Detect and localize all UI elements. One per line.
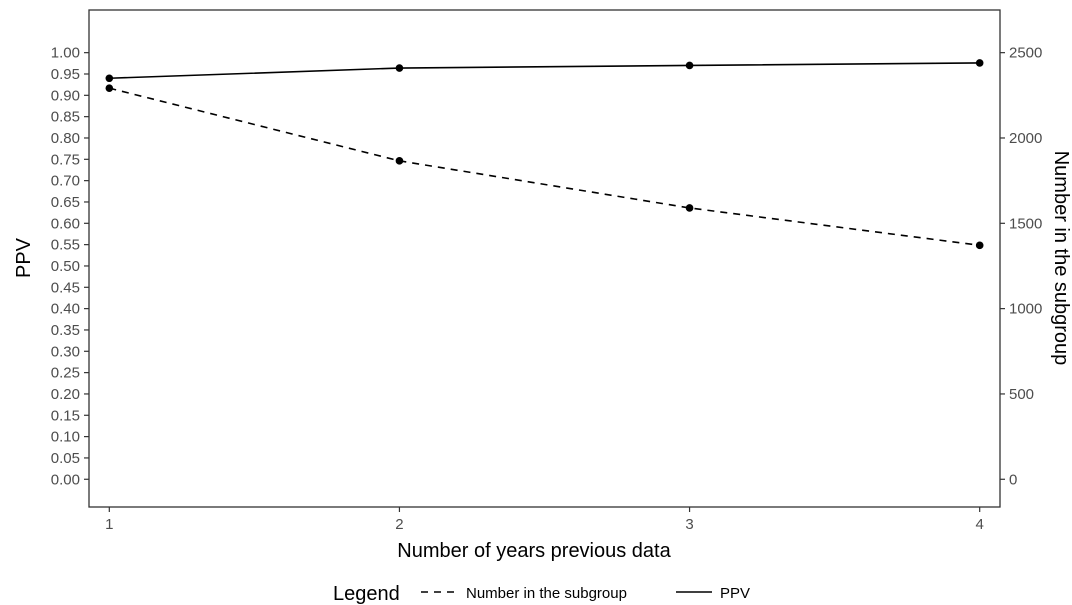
left-tick-label: 0.35 xyxy=(51,322,80,339)
left-tick-label: 0.75 xyxy=(51,151,80,168)
data-point-number-in-the-subgroup xyxy=(395,157,404,165)
data-point-ppv xyxy=(685,61,694,70)
series-line-number-in-the-subgroup xyxy=(109,87,980,247)
data-point-number-in-the-subgroup xyxy=(105,84,114,92)
left-tick-label: 0.85 xyxy=(51,109,80,126)
data-point-ppv xyxy=(105,74,114,83)
left-tick-label: 0.00 xyxy=(51,471,80,488)
left-tick-label: 0.90 xyxy=(51,87,80,104)
x-axis: 1 2 3 4 xyxy=(105,507,984,533)
right-tick-label: 2500 xyxy=(1009,45,1042,62)
left-tick-label: 0.40 xyxy=(51,301,80,318)
data-point-ppv xyxy=(975,59,984,67)
right-tick-label: 0 xyxy=(1009,471,1017,488)
plot-panel xyxy=(88,9,1001,508)
left-tick-label: 0.70 xyxy=(51,173,80,190)
left-tick-label: 0.55 xyxy=(51,237,80,254)
data-point-ppv xyxy=(395,64,404,72)
left-tick-label: 0.15 xyxy=(51,407,80,424)
legend-title: Legend xyxy=(333,583,400,605)
left-tick-label: 0.65 xyxy=(51,194,80,211)
legend: Legend Number in the subgroup PPV xyxy=(333,583,750,605)
x-tick-label: 1 xyxy=(105,516,113,533)
data-point-number-in-the-subgroup xyxy=(685,204,694,212)
left-tick-label: 0.30 xyxy=(51,343,80,360)
x-tick-label: 2 xyxy=(395,516,403,533)
left-tick-label: 0.25 xyxy=(51,365,80,382)
left-tick-label: 0.80 xyxy=(51,130,80,147)
right-tick-label: 2000 xyxy=(1009,130,1042,147)
left-tick-label: 0.45 xyxy=(51,279,80,296)
y-axis-title-left: PPV xyxy=(13,237,35,278)
left-y-axis: 0.00 0.05 0.10 0.15 0.20 0.25 0.30 0.35 0.40 0.45… xyxy=(51,45,89,488)
right-tick-label: 1500 xyxy=(1009,215,1042,232)
series-layer xyxy=(105,59,984,250)
x-tick-label: 4 xyxy=(976,516,984,533)
left-tick-label: 0.10 xyxy=(51,429,80,446)
data-point-number-in-the-subgroup xyxy=(975,241,984,250)
left-tick-label: 0.05 xyxy=(51,450,80,467)
right-y-axis: 0 500 1000 1500 2000 2500 xyxy=(1000,45,1042,488)
left-tick-label: 0.60 xyxy=(51,215,80,232)
left-tick-label: 1.00 xyxy=(51,45,80,62)
series-line-ppv xyxy=(109,62,980,80)
x-axis-title: Number of years previous data xyxy=(397,540,671,562)
left-tick-label: 0.95 xyxy=(51,66,80,83)
y-axis-title-right: Number in the subgroup xyxy=(1050,151,1072,366)
left-tick-label: 0.20 xyxy=(51,386,80,403)
right-tick-label: 1000 xyxy=(1009,301,1042,318)
left-tick-label: 0.50 xyxy=(51,258,80,275)
x-tick-label: 3 xyxy=(685,516,693,533)
right-tick-label: 500 xyxy=(1009,386,1034,403)
legend-label-number-in-subgroup: Number in the subgroup xyxy=(466,585,627,602)
legend-label-ppv: PPV xyxy=(720,585,750,602)
